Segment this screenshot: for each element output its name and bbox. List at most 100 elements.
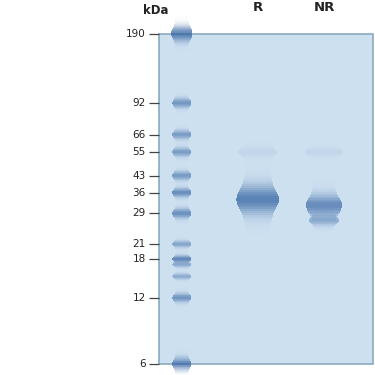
Bar: [176, 235, 188, 236]
Bar: [172, 153, 191, 154]
Bar: [176, 15, 188, 16]
Bar: [175, 197, 189, 198]
Bar: [244, 176, 271, 178]
Bar: [242, 156, 273, 157]
Bar: [245, 235, 270, 237]
Bar: [312, 161, 336, 162]
Bar: [238, 206, 277, 207]
Bar: [237, 201, 279, 204]
Bar: [306, 204, 342, 206]
Bar: [174, 256, 190, 257]
Bar: [174, 261, 189, 262]
Bar: [176, 304, 188, 305]
Bar: [176, 373, 188, 374]
Bar: [175, 47, 188, 48]
Bar: [176, 238, 188, 239]
Bar: [176, 159, 188, 160]
Bar: [174, 155, 190, 156]
Bar: [176, 270, 188, 271]
Bar: [176, 51, 188, 53]
Bar: [315, 228, 333, 229]
Bar: [245, 170, 271, 172]
Bar: [309, 156, 339, 157]
Bar: [314, 227, 334, 228]
Bar: [311, 216, 337, 217]
Bar: [176, 205, 188, 206]
Bar: [174, 131, 190, 132]
Bar: [174, 106, 190, 107]
Bar: [315, 211, 333, 212]
Bar: [174, 300, 190, 301]
Bar: [176, 254, 188, 255]
Bar: [310, 194, 338, 195]
Bar: [174, 247, 189, 248]
Bar: [176, 269, 188, 270]
Bar: [244, 221, 271, 223]
Bar: [174, 25, 190, 26]
Bar: [237, 195, 279, 198]
Bar: [176, 203, 188, 204]
Bar: [176, 222, 188, 223]
Bar: [172, 36, 192, 37]
Bar: [315, 233, 333, 234]
Bar: [315, 211, 333, 212]
Bar: [242, 147, 273, 148]
Bar: [172, 243, 191, 244]
Bar: [176, 183, 188, 184]
Bar: [176, 163, 188, 164]
Bar: [176, 263, 188, 264]
Bar: [172, 366, 191, 367]
Bar: [174, 148, 190, 149]
Bar: [172, 37, 192, 38]
Bar: [176, 264, 188, 265]
Bar: [176, 165, 188, 166]
Bar: [176, 54, 188, 55]
Bar: [176, 248, 188, 249]
Bar: [176, 12, 188, 13]
Bar: [176, 219, 188, 220]
Bar: [312, 189, 336, 191]
Bar: [175, 23, 189, 24]
Bar: [245, 160, 270, 162]
Bar: [172, 263, 191, 264]
Bar: [308, 210, 340, 211]
Bar: [172, 135, 191, 136]
Bar: [242, 184, 273, 186]
Bar: [239, 207, 276, 209]
Bar: [173, 27, 190, 28]
Bar: [244, 178, 272, 180]
Bar: [173, 194, 190, 195]
Bar: [312, 141, 336, 142]
Bar: [176, 236, 188, 237]
Bar: [174, 41, 190, 42]
Bar: [175, 255, 189, 256]
Bar: [246, 140, 269, 141]
Bar: [243, 157, 273, 158]
Bar: [176, 124, 188, 125]
Bar: [176, 288, 188, 289]
Bar: [313, 227, 335, 229]
Bar: [172, 299, 191, 300]
Bar: [246, 142, 270, 143]
Bar: [313, 179, 335, 181]
Bar: [176, 262, 188, 263]
Bar: [172, 29, 192, 30]
Bar: [172, 212, 191, 213]
Bar: [175, 302, 189, 303]
Bar: [174, 216, 190, 217]
Bar: [176, 308, 188, 309]
Bar: [176, 280, 188, 281]
Bar: [176, 347, 188, 348]
Bar: [172, 364, 191, 365]
Bar: [176, 253, 188, 254]
Bar: [173, 211, 190, 212]
Bar: [176, 291, 188, 292]
Bar: [313, 229, 335, 230]
Bar: [176, 253, 188, 254]
Bar: [172, 103, 191, 104]
Bar: [306, 206, 342, 207]
Bar: [172, 298, 191, 299]
Bar: [313, 225, 335, 226]
Bar: [176, 201, 188, 202]
Bar: [173, 132, 190, 133]
